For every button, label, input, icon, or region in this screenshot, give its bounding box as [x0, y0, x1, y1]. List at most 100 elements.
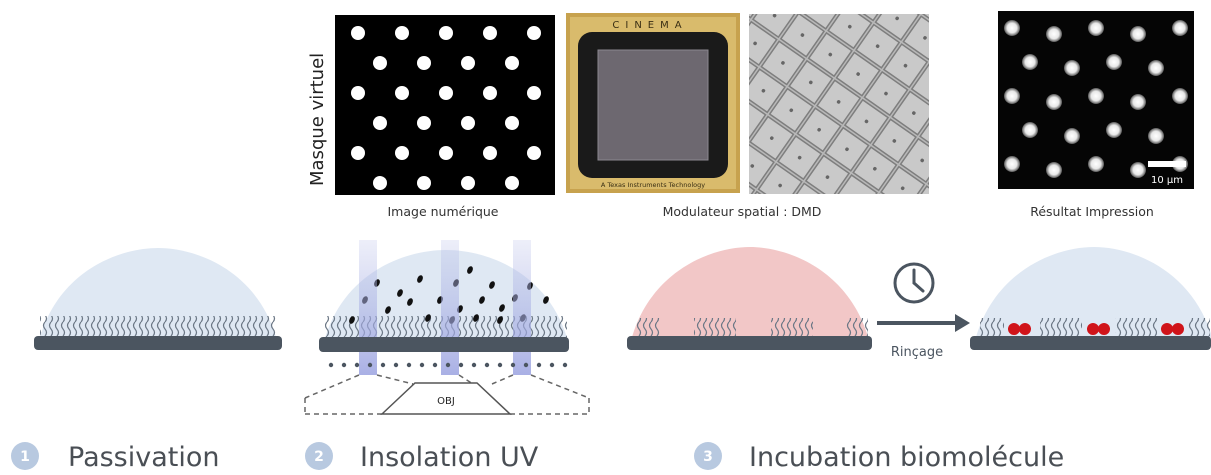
photoinitiator-particle: [407, 298, 413, 306]
print-dot: [1004, 20, 1020, 36]
micromirror-post: [970, 27, 975, 32]
print-dot: [1130, 94, 1146, 110]
mask-dot: [439, 26, 453, 40]
print-dot: [1106, 122, 1122, 138]
micromirror-post: [870, 289, 875, 294]
photoinitiator-particle: [385, 306, 391, 314]
dmd-mirror-dot: [341, 362, 347, 368]
micromirror-post: [881, 214, 886, 219]
step-2-number: 2: [314, 449, 324, 465]
mask-dot: [395, 26, 409, 40]
mask-dot: [505, 56, 519, 70]
micromirror: [772, 0, 815, 9]
dmd-mirror-dot: [367, 362, 373, 368]
print-dot: [1148, 60, 1164, 76]
mask-dot: [395, 146, 409, 160]
virtual-mask-label: Masque virtuel: [307, 53, 328, 186]
micromirror-post: [948, 177, 953, 182]
step-2: 2 Insolation UV: [305, 442, 539, 473]
mask-dot: [373, 176, 387, 190]
dmd-mirror-dot: [432, 362, 438, 368]
step-1: 1 Passivation: [11, 442, 220, 473]
substrate: [34, 336, 282, 350]
mask-dot: [439, 146, 453, 160]
micromirror-post: [939, 130, 944, 135]
micromirror-post: [750, 164, 755, 168]
micromirror: [785, 182, 831, 194]
print-dot: [1004, 156, 1020, 172]
micromirror-post: [875, 44, 880, 49]
micromirror-post: [819, 5, 824, 10]
substrate: [970, 336, 1211, 350]
photoinitiator-particle: [425, 314, 431, 322]
micromirror-post: [895, 16, 899, 21]
scale-bar: [1148, 161, 1186, 167]
micromirror-post: [956, 225, 961, 230]
micromirror-post: [845, 147, 849, 152]
scale-bar-label: 10 µm: [1151, 175, 1183, 186]
micromirror-post: [978, 74, 983, 79]
micromirror: [860, 193, 906, 194]
micromirror-post: [923, 36, 927, 40]
micromirror-post: [739, 239, 744, 244]
micromirror-post: [853, 194, 858, 199]
mask-dot: [351, 86, 365, 100]
micromirror-post: [909, 233, 914, 238]
micromirror-post: [892, 139, 897, 143]
photoinitiator-particle: [479, 296, 485, 304]
incubation-illustration: Rinçage: [627, 247, 1211, 360]
mask-dot: [351, 26, 365, 40]
dmd-mirror-dot: [354, 362, 360, 368]
micromirror-post: [967, 150, 972, 155]
step-3: 3 Incubation biomolécule: [694, 442, 1064, 473]
dmd-mirror-dot: [562, 362, 568, 368]
micromirror: [956, 178, 999, 221]
print-dot: [1172, 88, 1188, 104]
dmd-mirror-dot: [458, 362, 464, 368]
micromirror: [832, 173, 878, 194]
micromirror: [948, 130, 991, 173]
micromirror-post: [797, 155, 802, 160]
mask-dot: [417, 56, 431, 70]
print-dot: [1106, 54, 1122, 70]
uv-beam: [513, 240, 531, 375]
objective-label: OBJ: [437, 396, 455, 407]
micromirror-post: [950, 55, 955, 60]
dmd-mirror-dot: [406, 362, 412, 368]
micromirror-post: [817, 127, 821, 132]
micromirror-post: [989, 0, 994, 4]
micromirror: [959, 55, 1002, 98]
micromirror-post: [833, 222, 838, 227]
photoinitiator-particle: [473, 314, 479, 322]
clock-icon: [893, 262, 935, 304]
micromirror: [942, 0, 985, 4]
micromirror-post: [856, 72, 860, 76]
micromirror: [799, 14, 845, 30]
uv-beam: [441, 240, 459, 375]
mask-dot: [461, 116, 475, 130]
micromirror-post: [975, 197, 980, 202]
digital-image-panel: [335, 15, 555, 195]
micromirror-post: [847, 24, 852, 29]
dmd-mirror-dot: [419, 362, 425, 368]
mask-dot: [417, 116, 431, 130]
mask-dot: [527, 26, 541, 40]
chip-footer: A Texas Instruments Technology: [601, 181, 705, 189]
micromirror-post: [825, 175, 830, 179]
micromirror-sem-image: [739, 0, 1002, 313]
print-dot: [1022, 122, 1038, 138]
micromirror-post: [897, 308, 902, 313]
chip-brand: CINEMA: [612, 20, 687, 31]
micromirror: [842, 222, 885, 265]
micromirror-post: [761, 88, 766, 93]
mask-dot: [461, 176, 475, 190]
photoinitiator-particle: [497, 316, 503, 324]
micromirror-post: [778, 183, 782, 188]
micromirror-post: [741, 116, 746, 121]
print-dot: [1004, 88, 1020, 104]
micromirror-post: [772, 14, 777, 18]
dmd-chip-photo: CINEMA A Texas Instruments Technology: [566, 13, 740, 193]
micromirror-post: [769, 136, 774, 140]
micromirror-post: [781, 61, 785, 65]
